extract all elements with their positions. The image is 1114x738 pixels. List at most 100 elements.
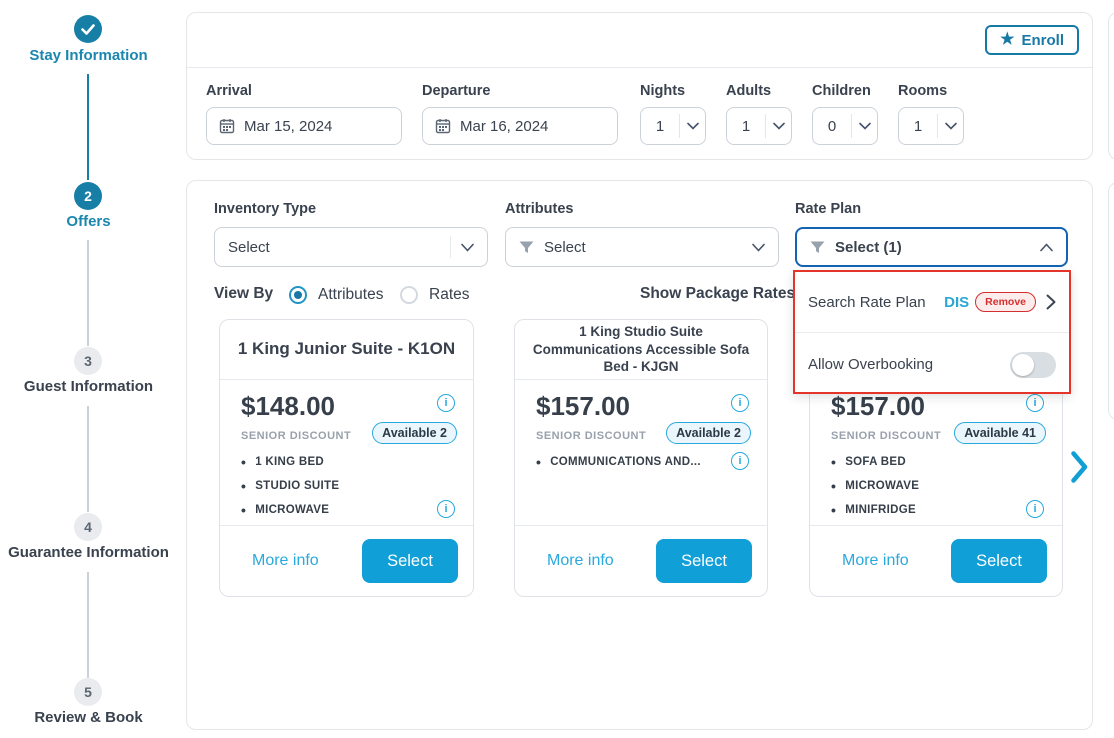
rooms-value: 1 [913, 117, 923, 135]
offers-panel: Inventory Type Select Attributes Select … [186, 180, 1093, 730]
view-by-rates-radio[interactable] [400, 286, 418, 304]
availability-badge: Available 2 [666, 422, 751, 444]
room-price: $157.00 [536, 391, 630, 421]
chevron-down-icon [937, 114, 963, 138]
step-connector [87, 74, 89, 180]
inventory-type-select[interactable]: Select [214, 227, 488, 267]
more-info-link[interactable]: More info [252, 552, 319, 569]
room-card-k1on: 1 King Junior Suite - K1ON $148.00 i SEN… [219, 319, 474, 597]
step-label-review-book[interactable]: Review & Book [34, 709, 143, 726]
step-label-guarantee-information[interactable]: Guarantee Information [8, 544, 169, 561]
filter-icon [519, 241, 534, 253]
card-footer: More info Select [515, 525, 767, 596]
arrival-label: Arrival [206, 83, 252, 99]
more-info-link[interactable]: More info [842, 552, 909, 569]
availability-badge: Available 41 [954, 422, 1046, 444]
check-icon [81, 23, 95, 35]
rate-plan-value: Select (1) [835, 238, 902, 256]
remove-rate-plan-button[interactable]: Remove [975, 292, 1036, 312]
rate-plan-label: Rate Plan [795, 201, 862, 217]
search-rate-plan-row[interactable]: Search Rate Plan DIS Remove [795, 272, 1069, 333]
feature-list: • COMMUNICATIONS AND... [536, 450, 701, 474]
attributes-select[interactable]: Select [505, 227, 779, 267]
feature-item: • SOFA BED [831, 454, 906, 470]
room-price: $157.00 [831, 391, 925, 421]
features-info-icon[interactable]: i [1026, 500, 1044, 518]
carousel-next-button[interactable] [1071, 451, 1088, 488]
price-info-icon[interactable]: i [1026, 394, 1044, 412]
feature-list: • SOFA BED • MICROWAVE • MINIFRIDGE [831, 450, 919, 522]
chevron-down-icon [851, 114, 877, 138]
clipped-panel-edge [1108, 12, 1114, 160]
more-info-link[interactable]: More info [547, 552, 614, 569]
chevron-down-icon [742, 236, 765, 258]
bullet: • [536, 454, 542, 470]
adults-value: 1 [741, 117, 751, 135]
rooms-select[interactable]: 1 [898, 107, 964, 145]
view-by-label: View By [214, 285, 274, 302]
children-select[interactable]: 0 [812, 107, 878, 145]
step-number: 3 [84, 353, 92, 369]
allow-overbooking-label: Allow Overbooking [808, 356, 934, 373]
step-review-book[interactable]: 5 [74, 678, 102, 706]
step-guarantee-information[interactable]: 4 [74, 513, 102, 541]
inventory-type-label: Inventory Type [214, 201, 317, 217]
card-footer: More info Select [220, 525, 473, 596]
nights-select[interactable]: 1 [640, 107, 706, 145]
step-guest-information[interactable]: 3 [74, 347, 102, 375]
chevron-down-icon [679, 114, 705, 138]
step-connector [87, 406, 89, 512]
features-info-icon[interactable]: i [437, 500, 455, 518]
toggle-knob [1012, 353, 1034, 376]
departure-date-input[interactable]: Mar 16, 2024 [422, 107, 618, 145]
rate-plan-name: SENIOR DISCOUNT [241, 430, 352, 442]
view-by-rates-label[interactable]: Rates [429, 286, 470, 303]
chevron-down-icon [765, 114, 791, 138]
view-by-attributes-label[interactable]: Attributes [318, 286, 384, 303]
rate-plan-name: SENIOR DISCOUNT [536, 430, 647, 442]
view-by-attributes-radio[interactable] [289, 286, 307, 304]
room-card-title: 1 King Junior Suite - K1ON [220, 320, 473, 380]
adults-label: Adults [726, 83, 772, 99]
adults-select[interactable]: 1 [726, 107, 792, 145]
step-label-stay-information[interactable]: Stay Information [29, 47, 148, 64]
chevron-up-icon [1030, 236, 1053, 258]
select-room-button[interactable]: Select [362, 539, 458, 583]
price-info-icon[interactable]: i [437, 394, 455, 412]
bullet: • [241, 454, 247, 470]
attributes-value: Select [544, 238, 586, 256]
step-label-offers[interactable]: Offers [66, 213, 111, 230]
features-info-icon[interactable]: i [731, 452, 749, 470]
rate-plan-dropdown-menu: Search Rate Plan DIS Remove Allow Overbo… [793, 270, 1071, 394]
step-connector [87, 240, 89, 346]
step-number: 2 [84, 188, 92, 204]
filter-icon [810, 241, 825, 253]
select-room-button[interactable]: Select [951, 539, 1047, 583]
rate-plan-select[interactable]: Select (1) [795, 227, 1068, 267]
card-footer: More info Select [810, 525, 1062, 596]
bullet: • [241, 478, 247, 494]
allow-overbooking-row: Allow Overbooking [795, 334, 1069, 395]
inventory-type-value: Select [228, 238, 270, 256]
chevron-right-icon [1071, 451, 1088, 483]
step-label-guest-information[interactable]: Guest Information [23, 378, 154, 395]
bullet: • [831, 454, 837, 470]
step-stay-information[interactable] [74, 15, 102, 43]
arrival-date-value: Mar 15, 2024 [244, 117, 333, 135]
attributes-label: Attributes [505, 201, 574, 217]
select-room-button[interactable]: Select [656, 539, 752, 583]
step-offers[interactable]: 2 [74, 182, 102, 210]
clipped-panel-edge [1108, 182, 1114, 420]
enroll-button[interactable]: ★ Enroll [985, 25, 1079, 55]
search-rate-plan-label: Search Rate Plan [808, 293, 926, 311]
room-card-title: 1 King Studio Suite Communications Acces… [515, 320, 767, 380]
enroll-row: ★ Enroll [187, 13, 1092, 68]
feature-item: • 1 KING BED [241, 454, 325, 470]
children-value: 0 [827, 117, 837, 135]
arrival-date-input[interactable]: Mar 15, 2024 [206, 107, 402, 145]
feature-item: • MICROWAVE [831, 478, 920, 494]
allow-overbooking-toggle[interactable] [1010, 351, 1056, 378]
price-info-icon[interactable]: i [731, 394, 749, 412]
step-number: 5 [84, 684, 92, 700]
